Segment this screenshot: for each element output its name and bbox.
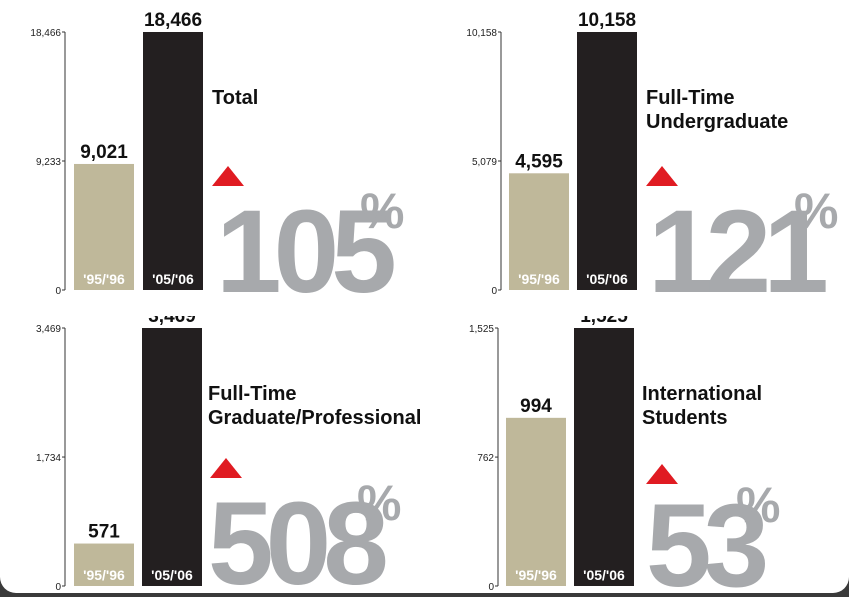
bar-category-label: '95/'96 (518, 271, 560, 287)
bar-category-label: '95/'96 (83, 567, 125, 583)
bar-category-label: '05/'06 (151, 567, 193, 583)
y-tick-label: 10,158 (466, 28, 497, 39)
bar-category-label: '95/'96 (515, 567, 557, 583)
percent-sign: % (360, 183, 404, 239)
y-tick-label: 0 (488, 582, 494, 593)
bar (74, 163, 134, 290)
up-arrow-icon (210, 458, 242, 478)
chart-undergraduate: 0 5,079 10,158 4,595 '95/'96 10,158 '05/'06 Ful… (466, 10, 838, 318)
panel-total: 0 9,233 18,466 9,021 '95/'96 18,466 '05/'06 Tot… (0, 0, 424, 318)
chart-title-line: Students (642, 407, 728, 429)
percent-change-value: 105 (216, 186, 394, 298)
bar-value-label: 3,469 (148, 316, 196, 327)
bar-value-label: 571 (88, 522, 120, 543)
chart-international: 0 762 1,525 994 '95/'96 1,525 '05/'06 Internati… (469, 306, 781, 593)
bar (506, 417, 566, 586)
percent-sign: % (357, 475, 401, 531)
bar-category-label: '95/'96 (83, 271, 125, 287)
bar-value-label: 4,595 (515, 151, 563, 172)
up-arrow-icon (646, 464, 678, 484)
y-tick-label: 5,079 (472, 157, 497, 168)
bar-category-label: '05/'06 (586, 271, 628, 287)
bar (74, 543, 134, 586)
percent-change-value: 53 (646, 480, 766, 593)
bar (142, 328, 202, 586)
chart-title-line: Graduate/Professional (208, 407, 421, 429)
bar-value-label: 10,158 (578, 10, 636, 31)
chart-graduate: 0 1,734 3,469 571 '95/'96 3,469 '05/'06 Full-Ti… (36, 306, 421, 593)
y-tick-label: 0 (491, 286, 497, 297)
bar-value-label: 1,525 (580, 316, 628, 327)
chart-title-line: Total (212, 87, 258, 109)
y-tick-label: 762 (477, 453, 494, 464)
bar (574, 328, 634, 586)
chart-total: 0 9,233 18,466 9,021 '95/'96 18,466 '05/'06 Tot… (30, 10, 404, 318)
y-tick-label: 1,525 (469, 324, 494, 335)
up-arrow-icon (646, 166, 678, 186)
chart-title-line: International (642, 383, 762, 405)
chart-title-line: Full-Time (208, 383, 297, 405)
up-arrow-icon (212, 166, 244, 186)
bar-category-label: '05/'06 (583, 567, 625, 583)
y-tick-label: 18,466 (30, 28, 61, 39)
y-tick-label: 0 (55, 286, 61, 297)
bar (509, 173, 569, 290)
bar-value-label: 9,021 (80, 142, 128, 163)
y-tick-label: 9,233 (36, 157, 61, 168)
bar (143, 32, 203, 290)
panel-graduate: 0 1,734 3,469 571 '95/'96 3,469 '05/'06 Full-Ti… (0, 306, 424, 593)
bar-category-label: '05/'06 (152, 271, 194, 287)
chart-title-line: Full-Time (646, 87, 735, 109)
percent-change-value: 508 (208, 478, 385, 593)
bar-value-label: 994 (520, 396, 552, 417)
bar (577, 32, 637, 290)
percent-sign: % (794, 183, 838, 239)
y-tick-label: 1,734 (36, 453, 61, 464)
y-tick-label: 3,469 (36, 324, 61, 335)
percent-sign: % (736, 477, 780, 533)
chart-title-line: Undergraduate (646, 111, 788, 133)
y-tick-label: 0 (55, 582, 61, 593)
percent-change-value: 121 (648, 186, 826, 298)
panel-international: 0 762 1,525 994 '95/'96 1,525 '05/'06 Internati… (436, 306, 849, 593)
bar-value-label: 18,466 (144, 10, 202, 31)
panel-undergraduate: 0 5,079 10,158 4,595 '95/'96 10,158 '05/'06 Ful… (436, 0, 849, 318)
